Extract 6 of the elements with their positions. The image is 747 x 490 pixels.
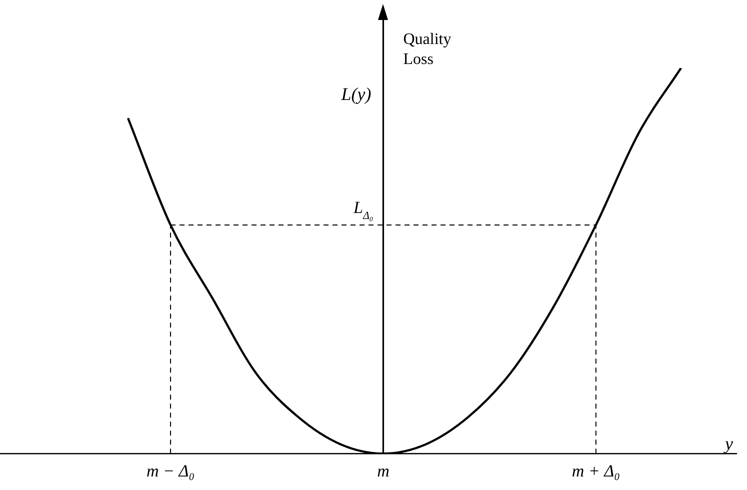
y-axis-title: L(y) [340, 84, 372, 104]
x-tick-label: m − Δ₀ [146, 461, 195, 480]
x-axis-title: y [723, 434, 733, 454]
x-tick-label: m + Δ₀ [572, 461, 620, 480]
x-tick-label: m [377, 461, 390, 480]
annotation: Quality Loss [403, 31, 452, 68]
